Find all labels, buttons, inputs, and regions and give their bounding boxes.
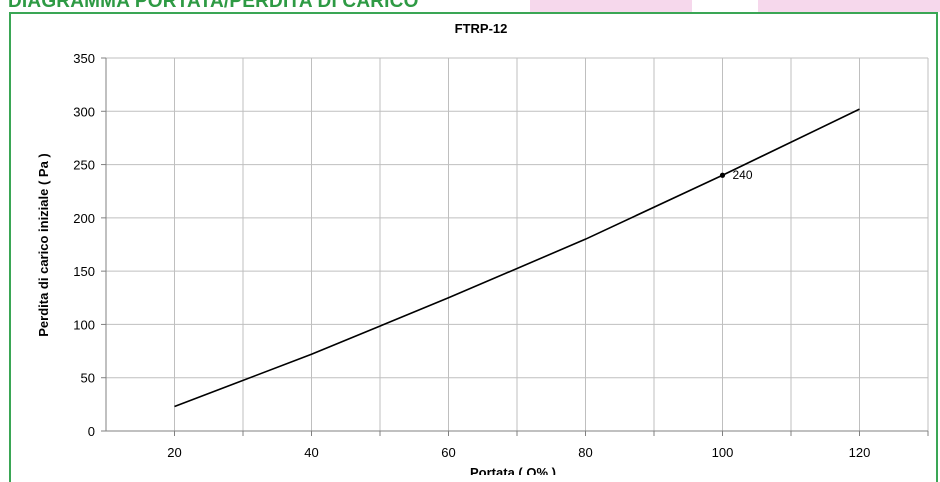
y-tick-label: 350	[73, 51, 95, 66]
header-tab-right	[758, 0, 940, 12]
header-tab-left	[530, 0, 692, 12]
header-bar: DIAGRAMMA PORTATA/PERDITA DI CARICO	[0, 0, 520, 12]
x-tick-label: 120	[849, 445, 871, 460]
x-tick-label: 80	[578, 445, 592, 460]
x-tick-label: 40	[304, 445, 318, 460]
y-tick-label: 200	[73, 211, 95, 226]
chart-annotations: 240	[719, 168, 753, 182]
chart-tick-labels: 0 50 100 150 200 250 300 350 20 40 60 80 100 120	[73, 51, 870, 460]
x-tick-label: 100	[712, 445, 734, 460]
y-tick-label: 100	[73, 317, 95, 332]
data-point-marker	[719, 172, 726, 178]
chart-axes	[101, 57, 929, 436]
y-tick-label: 150	[73, 264, 95, 279]
y-tick-label: 50	[81, 371, 95, 386]
chart-series	[174, 108, 860, 408]
y-tick-label: 0	[88, 424, 95, 439]
x-tick-label: 20	[167, 445, 181, 460]
chart-frame	[9, 12, 938, 482]
data-label: 240	[733, 168, 753, 182]
y-tick-label: 300	[73, 104, 95, 119]
chart-title: FTRP-12	[455, 21, 508, 36]
x-tick-label: 60	[441, 445, 455, 460]
y-tick-label: 250	[73, 158, 95, 173]
series-line	[174, 108, 860, 408]
page-title: DIAGRAMMA PORTATA/PERDITA DI CARICO	[8, 0, 419, 12]
y-axis-label: Perdita di carico iniziale ( Pa )	[36, 153, 51, 337]
chart-grid	[106, 57, 929, 431]
x-axis-label: Portata ( Q% )	[470, 465, 556, 475]
